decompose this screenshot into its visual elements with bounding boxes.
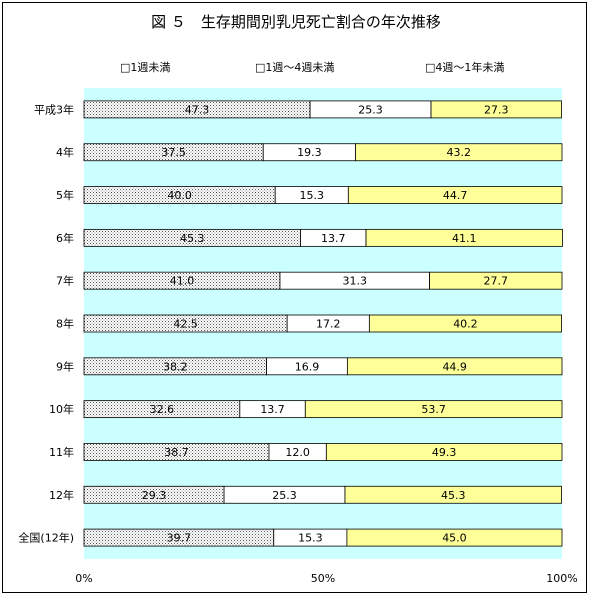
data-label-r10-s1: 15.3	[298, 532, 323, 545]
legend-label-2: □4週〜1年未満	[425, 60, 504, 74]
bar-segment-r4-s2	[429, 271, 563, 290]
data-label-r0-s2: 27.3	[484, 103, 509, 116]
category-label-5: 8年	[56, 317, 74, 331]
category-label-1: 4年	[56, 145, 74, 159]
data-label-r10-s2: 45.0	[442, 532, 467, 545]
data-label-r2-s1: 15.3	[300, 189, 325, 202]
data-label-r9-s2: 45.3	[441, 489, 466, 502]
bar-segment-r7-s2	[304, 400, 563, 419]
bar-segment-r5-s2	[368, 314, 562, 333]
data-label-r8-s1: 12.0	[285, 446, 310, 459]
bar-group: 47.3 25.3 27.3 37.5 19.3 43.2 40.0 15.3 44.7 45.3…	[83, 100, 563, 547]
category-label-6: 9年	[56, 359, 74, 373]
bar-segment-r10-s2	[346, 528, 563, 547]
data-label-r8-s0: 38.7	[164, 446, 189, 459]
bar-segment-r9-s2	[344, 485, 562, 504]
category-label-3: 6年	[56, 231, 74, 245]
category-label-0: 平成3年	[34, 102, 74, 116]
data-label-r3-s2: 41.1	[452, 232, 477, 245]
data-label-r6-s0: 38.2	[163, 360, 188, 373]
chart-title: 図 ５ 生存期間別乳児死亡割合の年次推移	[151, 13, 441, 31]
bar-segment-r1-s2	[355, 143, 563, 162]
category-label-2: 5年	[56, 188, 74, 202]
legend-label-1: □1週〜4週未満	[255, 61, 334, 74]
data-label-r3-s0: 45.3	[180, 232, 205, 245]
x-tick-label-2: 100%	[546, 572, 577, 585]
data-label-r5-s1: 17.2	[316, 318, 341, 331]
legend: □1週未満 □1週〜4週未満 □4週〜1年未満	[120, 60, 504, 74]
data-label-r1-s1: 19.3	[297, 146, 322, 159]
category-label-7: 10年	[49, 402, 74, 416]
bar-segment-r6-s2	[346, 357, 563, 376]
category-label-9: 12年	[49, 488, 74, 502]
bar-segment-r0-s2	[430, 100, 562, 119]
data-label-r2-s0: 40.0	[167, 189, 192, 202]
category-label-4: 7年	[56, 274, 74, 288]
category-label-10: 全国(12年)	[18, 531, 74, 545]
data-label-r5-s0: 42.5	[173, 318, 198, 331]
category-label-8: 11年	[49, 445, 74, 459]
legend-label-0: □1週未満	[120, 61, 170, 74]
bar-segment-r8-s2	[325, 443, 563, 461]
data-label-r0-s1: 25.3	[358, 103, 383, 116]
data-label-r0-s0: 47.3	[185, 103, 210, 116]
x-tick-label-1: 50%	[311, 572, 335, 585]
data-label-r10-s0: 39.7	[167, 532, 192, 545]
data-label-r5-s2: 40.2	[453, 318, 478, 331]
x-tick-label-0: 0%	[75, 572, 92, 585]
data-label-r2-s2: 44.7	[443, 189, 468, 202]
data-label-r4-s1: 31.3	[343, 275, 368, 288]
data-label-r4-s0: 41.0	[170, 275, 195, 288]
data-label-r7-s1: 13.7	[260, 403, 285, 416]
data-label-r7-s0: 32.6	[150, 403, 175, 416]
data-label-r1-s2: 43.2	[447, 146, 472, 159]
data-label-r7-s2: 53.7	[421, 403, 446, 416]
data-label-r4-s2: 27.7	[484, 275, 509, 288]
data-label-r3-s1: 13.7	[321, 232, 346, 245]
data-label-r8-s2: 49.3	[432, 446, 457, 459]
data-label-r6-s2: 44.9	[442, 360, 467, 373]
data-label-r9-s1: 25.3	[272, 489, 297, 502]
data-label-r1-s0: 37.5	[161, 146, 186, 159]
bar-segment-r3-s2	[365, 228, 563, 247]
data-label-r9-s0: 29.3	[142, 489, 167, 502]
x-axis-ticks: 0% 50% 100%	[75, 572, 577, 585]
bar-segment-r2-s2	[347, 186, 563, 204]
data-label-r6-s1: 16.9	[295, 360, 320, 373]
